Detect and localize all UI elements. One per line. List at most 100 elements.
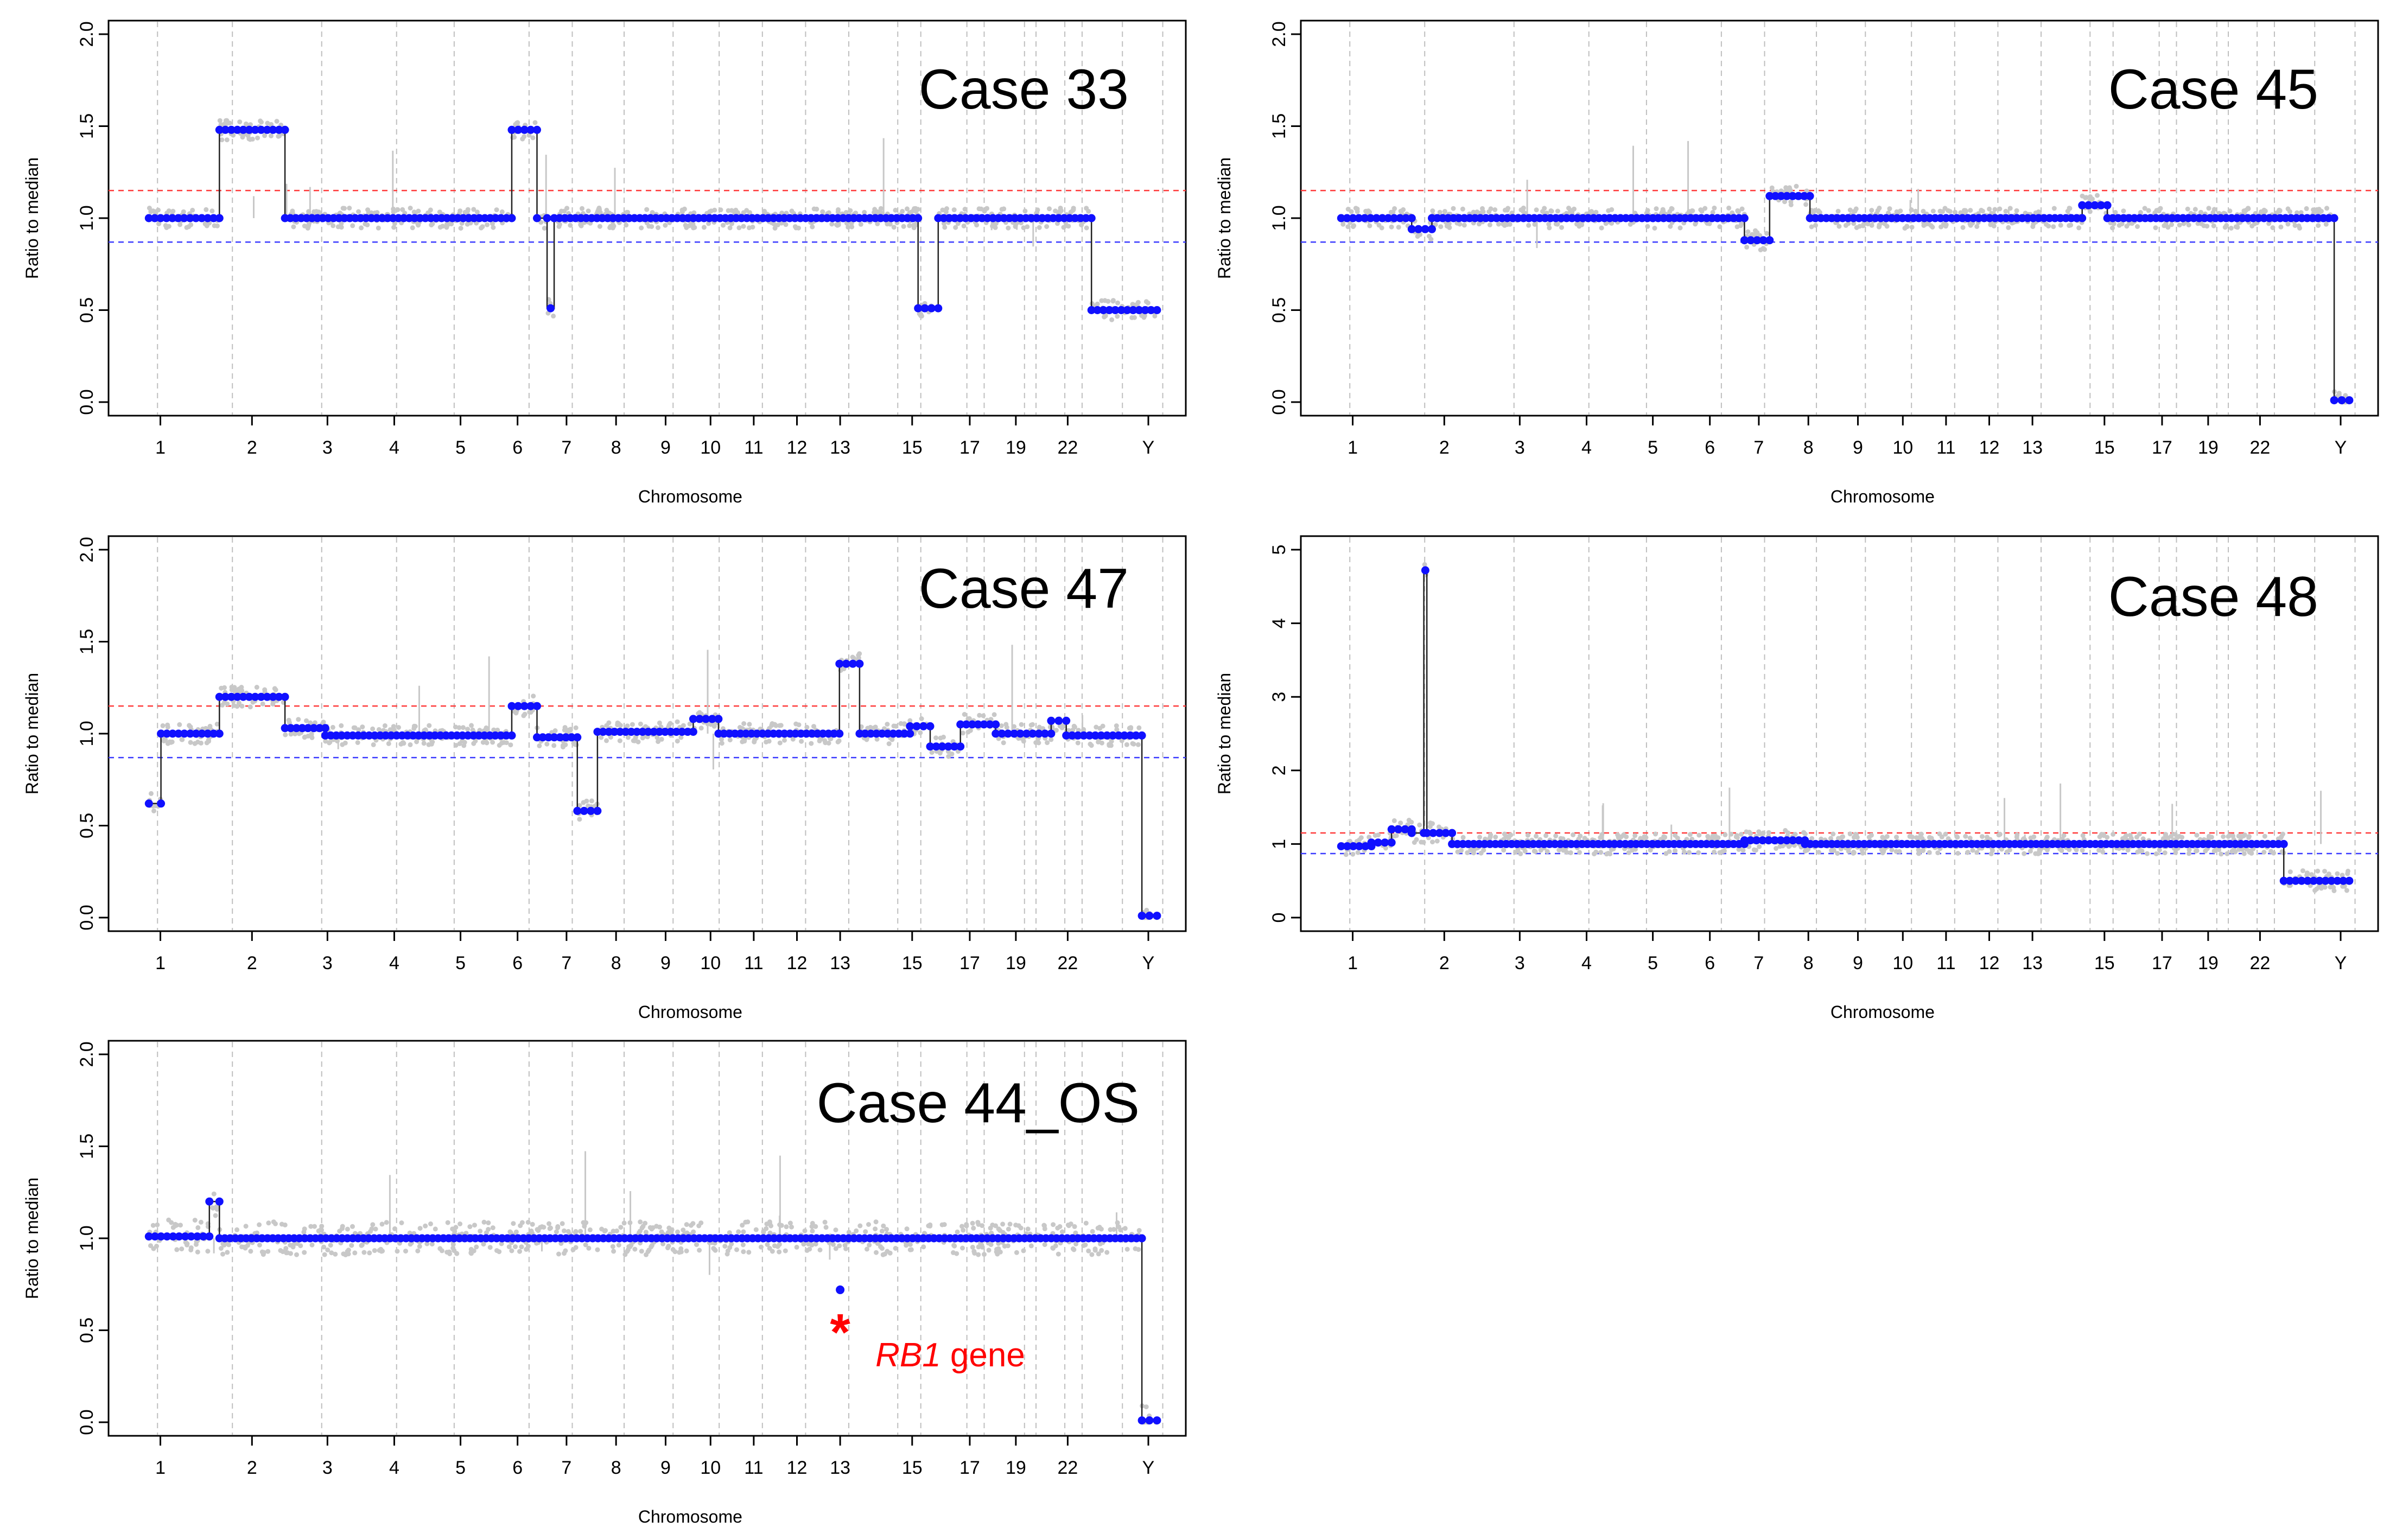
y-tick-label: 0.5 (1269, 297, 1289, 323)
raw-point (1418, 232, 1423, 237)
x-tick-label: Y (1142, 437, 1155, 458)
y-tick-label: 0.0 (1269, 389, 1289, 415)
segment-point (962, 720, 970, 729)
raw-point (2285, 221, 2291, 227)
raw-point (2125, 848, 2131, 853)
raw-point (1019, 722, 1024, 727)
raw-point (1437, 824, 1441, 830)
raw-point (510, 135, 516, 140)
rb1-label: RB1 gene (875, 1337, 1025, 1374)
segment-point (1355, 842, 1364, 850)
segment-point (520, 702, 529, 710)
raw-point (862, 209, 867, 215)
raw-point (2324, 206, 2329, 211)
segment-point (556, 733, 564, 742)
segment-point (1740, 836, 1749, 845)
x-tick-label: 3 (322, 953, 333, 973)
y-tick-label: 0.5 (77, 297, 97, 323)
y-tick-label: 4 (1269, 618, 1289, 628)
raw-point (323, 739, 328, 744)
segment-point (151, 1232, 159, 1241)
segment-point (507, 214, 516, 222)
raw-point (188, 222, 194, 227)
x-tick-label: 9 (660, 953, 671, 973)
raw-point (1108, 1227, 1113, 1232)
raw-point (872, 725, 876, 730)
raw-point (1414, 837, 1419, 842)
segment-point (1068, 731, 1076, 740)
raw-point (929, 750, 935, 755)
raw-point (1398, 208, 1403, 214)
raw-point (580, 206, 584, 211)
segment-point (309, 724, 318, 733)
raw-point (610, 1244, 615, 1249)
raw-point (195, 1225, 201, 1230)
segment-point (1343, 214, 1351, 222)
raw-point (266, 1220, 271, 1226)
raw-point (1051, 1222, 1056, 1227)
raw-point (740, 1223, 745, 1228)
segment-point (1381, 838, 1389, 847)
raw-point (986, 1248, 992, 1253)
raw-point (1673, 848, 1678, 854)
raw-point (521, 713, 526, 718)
x-tick-label: 19 (1006, 1458, 1026, 1478)
raw-point (1564, 850, 1569, 855)
raw-point (858, 221, 863, 227)
segment-point (872, 729, 881, 738)
segment-point (275, 125, 283, 134)
raw-point (308, 1224, 314, 1229)
raw-point (999, 207, 1005, 212)
raw-point (392, 1226, 397, 1231)
segment-point (204, 729, 212, 738)
raw-point (602, 1229, 607, 1234)
raw-point (608, 735, 613, 740)
segment-point (2279, 876, 2288, 885)
raw-point (457, 208, 463, 214)
raw-point (2096, 848, 2101, 853)
raw-point (1851, 850, 1856, 856)
segment-point (1771, 192, 1779, 200)
raw-point (764, 1221, 770, 1227)
segment-point (157, 1232, 166, 1241)
raw-point (1092, 1246, 1098, 1251)
raw-point (1066, 1223, 1071, 1229)
raw-point (1451, 206, 1456, 211)
segment-point (215, 692, 224, 701)
raw-point (1532, 222, 1537, 227)
raw-point (1560, 836, 1566, 842)
raw-point (1122, 1226, 1128, 1231)
raw-point (874, 1250, 879, 1255)
raw-point (988, 1242, 994, 1248)
segment-point (672, 728, 681, 736)
raw-point (638, 1219, 643, 1225)
raw-point (360, 724, 365, 730)
raw-point (530, 135, 536, 141)
raw-point (359, 225, 364, 231)
raw-point (1350, 851, 1356, 857)
segment-point (2285, 876, 2294, 885)
raw-point (2331, 888, 2337, 893)
segment-point (1349, 842, 1358, 850)
segment-point (2330, 214, 2338, 222)
raw-point (665, 1230, 671, 1235)
raw-point (767, 1230, 773, 1236)
raw-point (1734, 833, 1739, 838)
raw-point (2326, 871, 2331, 876)
x-tick-label: 3 (322, 1458, 333, 1478)
raw-point (408, 742, 413, 747)
raw-point (1928, 223, 1934, 228)
x-tick-label: 10 (1892, 437, 1913, 458)
raw-point (630, 722, 635, 727)
raw-point (272, 686, 277, 691)
raw-point (2187, 851, 2191, 856)
raw-point (192, 1218, 198, 1223)
raw-point (1094, 724, 1099, 730)
raw-point (1712, 205, 1717, 211)
x-tick-label: 13 (830, 437, 850, 458)
raw-point (765, 1242, 770, 1247)
raw-point (429, 1242, 435, 1247)
raw-point (1003, 722, 1009, 727)
segment-point (956, 742, 965, 751)
raw-point (2323, 221, 2329, 227)
